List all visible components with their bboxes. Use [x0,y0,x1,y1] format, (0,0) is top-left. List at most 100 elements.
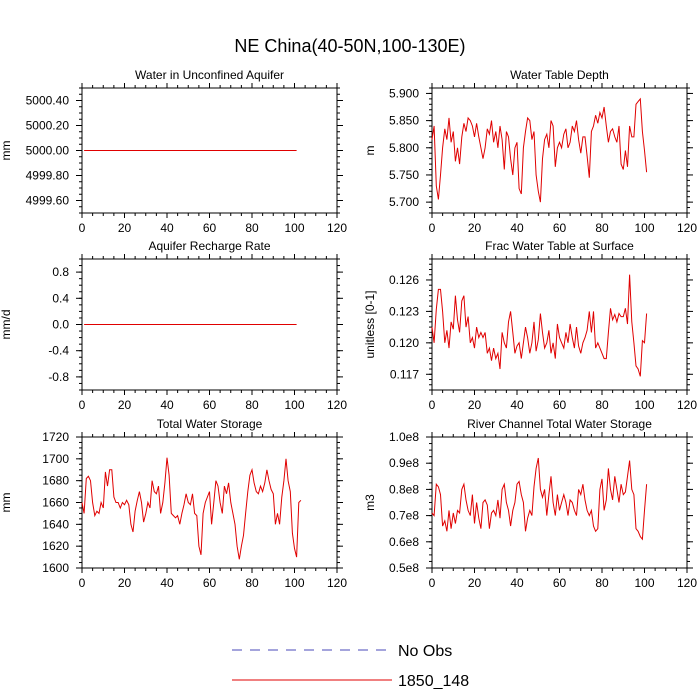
x-tick-label: 100 [634,398,654,412]
y-tick-label: 0.126 [389,273,419,287]
y-tick-label: 0.4 [52,291,69,305]
x-tick-label: 100 [284,398,304,412]
x-tick-label: 0 [79,398,86,412]
y-axis-label: mm/d [0,310,13,340]
panel-title: Water in Unconfined Aquifer [135,68,284,82]
y-tick-label: 1720 [42,430,69,444]
x-tick-label: 40 [510,398,524,412]
plot-frame [431,87,688,214]
x-tick-label: 60 [553,576,567,590]
y-axis-label: mm [0,141,13,161]
y-tick-label: 5.750 [389,168,419,182]
figure-title: NE China(40-50N,100-130E) [234,36,465,56]
y-tick-label: 1680 [42,474,69,488]
x-tick-label: 80 [595,576,609,590]
x-tick-label: 40 [510,576,524,590]
y-tick-label: 0.0 [52,318,69,332]
y-tick-label: 0.9e8 [389,456,419,470]
x-tick-label: 20 [468,398,482,412]
plot-frame [431,258,688,391]
series-line [81,457,302,560]
legend-label-1850-148: 1850_148 [398,673,469,690]
x-tick-label: 100 [634,576,654,590]
y-tick-label: 0.123 [389,304,419,318]
panel-title: River Channel Total Water Storage [467,417,652,431]
x-tick-label: 100 [634,221,654,235]
x-tick-label: 40 [160,221,174,235]
y-tick-label: 1700 [42,452,69,466]
panels: Water in Unconfined Aquifer mm 0 20 40 60 80 10… [0,68,697,590]
y-tick-label: 1660 [42,496,69,510]
y-tick-label: 1640 [42,517,69,531]
y-axis-label: m [363,146,377,156]
panel-title: Aquifer Recharge Rate [148,239,270,253]
panel-4: Frac Water Table at Surface unitless [0-1… [363,239,697,412]
y-tick-label: 5000.40 [26,94,70,108]
x-tick-label: 20 [468,221,482,235]
x-tick-label: 120 [327,576,347,590]
y-tick-label: 1620 [42,539,69,553]
y-tick-label: 0.8 [52,265,69,279]
y-axis-label: m3 [363,494,377,511]
panel-title: Total Water Storage [157,417,263,431]
y-tick-label: 1600 [42,561,69,575]
y-tick-label: 5.700 [389,195,419,209]
x-tick-label: 60 [553,221,567,235]
y-tick-label: 0.5e8 [389,561,419,575]
x-tick-label: 0 [429,221,436,235]
y-tick-label: 5000.20 [26,119,70,133]
y-axis-label: unitless [0-1] [363,290,377,358]
x-tick-label: 60 [203,221,217,235]
x-tick-label: 20 [118,398,132,412]
series-line [431,457,648,541]
panel-title: Frac Water Table at Surface [485,239,634,253]
panel-title: Water Table Depth [510,68,609,82]
x-tick-label: 120 [677,398,697,412]
x-tick-label: 80 [245,576,259,590]
x-tick-label: 100 [284,576,304,590]
x-tick-label: 0 [429,398,436,412]
x-tick-label: 60 [203,576,217,590]
x-tick-label: 0 [79,221,86,235]
y-tick-label: 0.117 [390,367,419,381]
x-tick-label: 120 [327,398,347,412]
x-tick-label: 100 [284,221,304,235]
y-tick-label: -0.4 [48,344,69,358]
x-tick-label: 20 [118,221,132,235]
y-tick-label: 0.8e8 [389,482,419,496]
x-tick-label: 120 [327,221,347,235]
y-tick-label: 5000.00 [26,144,70,158]
y-axis-label: mm [0,493,13,513]
y-tick-label: 5.800 [389,141,419,155]
x-tick-label: 20 [468,576,482,590]
y-tick-label: 0.6e8 [389,535,419,549]
x-tick-label: 60 [553,398,567,412]
y-tick-label: 4999.80 [26,169,70,183]
x-tick-label: 80 [595,398,609,412]
legend-label-no-obs: No Obs [398,643,452,660]
x-tick-label: 40 [160,398,174,412]
y-tick-label: 4999.60 [26,194,70,208]
plot-frame [431,436,688,569]
x-tick-label: 60 [203,398,217,412]
x-tick-label: 80 [245,221,259,235]
x-tick-label: 40 [160,576,174,590]
panel-5: Total Water Storage mm 0 20 40 60 80 100 120 1600… [0,417,347,590]
y-tick-label: 0.7e8 [389,509,419,523]
series-line [431,274,648,377]
x-tick-label: 0 [429,576,436,590]
panel-2: Water Table Depth m 0 20 40 60 80 100 120 5.700 5.… [363,68,697,235]
x-tick-label: 80 [595,221,609,235]
x-tick-label: 120 [677,221,697,235]
panel-1: Water in Unconfined Aquifer mm 0 20 40 60 80 10… [0,68,347,235]
x-tick-label: 20 [118,576,132,590]
x-tick-label: 40 [510,221,524,235]
y-tick-label: 0.120 [389,336,419,350]
panel-3: Aquifer Recharge Rate mm/d 0 20 40 60 80 100 120… [0,239,347,412]
y-tick-label: -0.8 [48,370,69,384]
y-tick-label: 5.900 [389,86,419,100]
series-line [431,97,648,203]
panel-6: River Channel Total Water Storage m3 0 20 40… [363,417,697,590]
x-tick-label: 0 [79,576,86,590]
